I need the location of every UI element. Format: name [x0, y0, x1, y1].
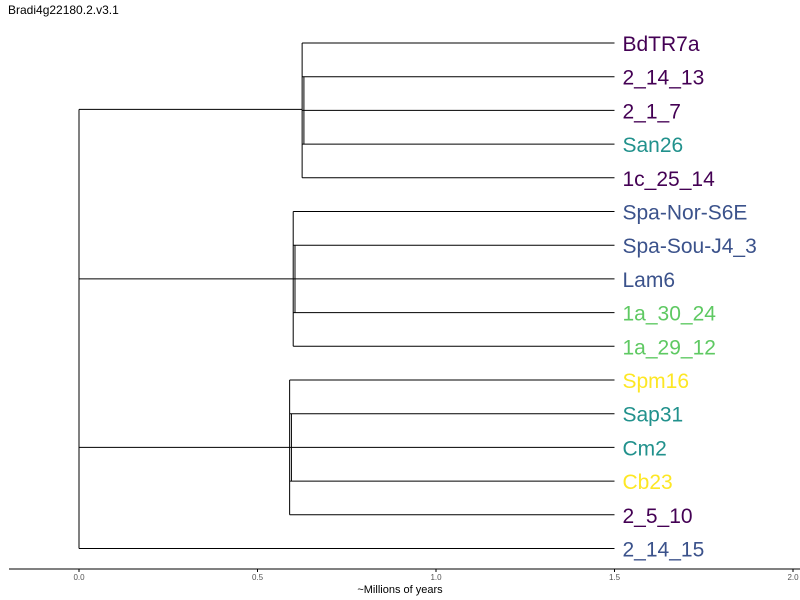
leaf-label: 1c_25_14	[623, 168, 716, 191]
leaf-label: Lam6	[623, 269, 676, 292]
x-axis: 0.0 0.5 1.0 1.5 2.0 ~Millions of years	[9, 568, 800, 596]
x-tick-label: 1.5	[609, 573, 621, 582]
plot-title: Bradi4g22180.2.v3.1	[8, 3, 119, 17]
branches	[78, 42, 615, 549]
leaf-label: 1a_29_12	[623, 336, 716, 359]
leaf-label: 1a_30_24	[623, 303, 717, 326]
x-tick-label: 0.5	[252, 573, 264, 582]
x-tick-label: 2.0	[787, 573, 799, 582]
leaf-label: BdTR7a	[623, 33, 700, 56]
leaf-label: Spa-Nor-S6E	[623, 202, 748, 225]
x-tick-label: 0.0	[73, 573, 85, 582]
leaf-labels: BdTR7a 2_14_13 2_1_7 San26 1c_25_14 Spa-Nor-S…	[623, 33, 757, 562]
leaf-label: 2_5_10	[623, 505, 693, 528]
leaf-label: 2_14_15	[623, 539, 705, 562]
leaf-label: Spa-Sou-J4_3	[623, 235, 757, 258]
leaf-label: San26	[623, 134, 684, 157]
leaf-label: Cb23	[623, 471, 673, 494]
leaf-label: Spm16	[623, 370, 690, 393]
leaf-label: Cm2	[623, 437, 667, 460]
x-tick-label: 1.0	[430, 573, 442, 582]
x-axis-label: ~Millions of years	[357, 584, 443, 596]
leaf-label: 2_14_13	[623, 67, 705, 90]
leaf-label: Sap31	[623, 404, 684, 427]
leaf-label: 2_1_7	[623, 100, 681, 123]
